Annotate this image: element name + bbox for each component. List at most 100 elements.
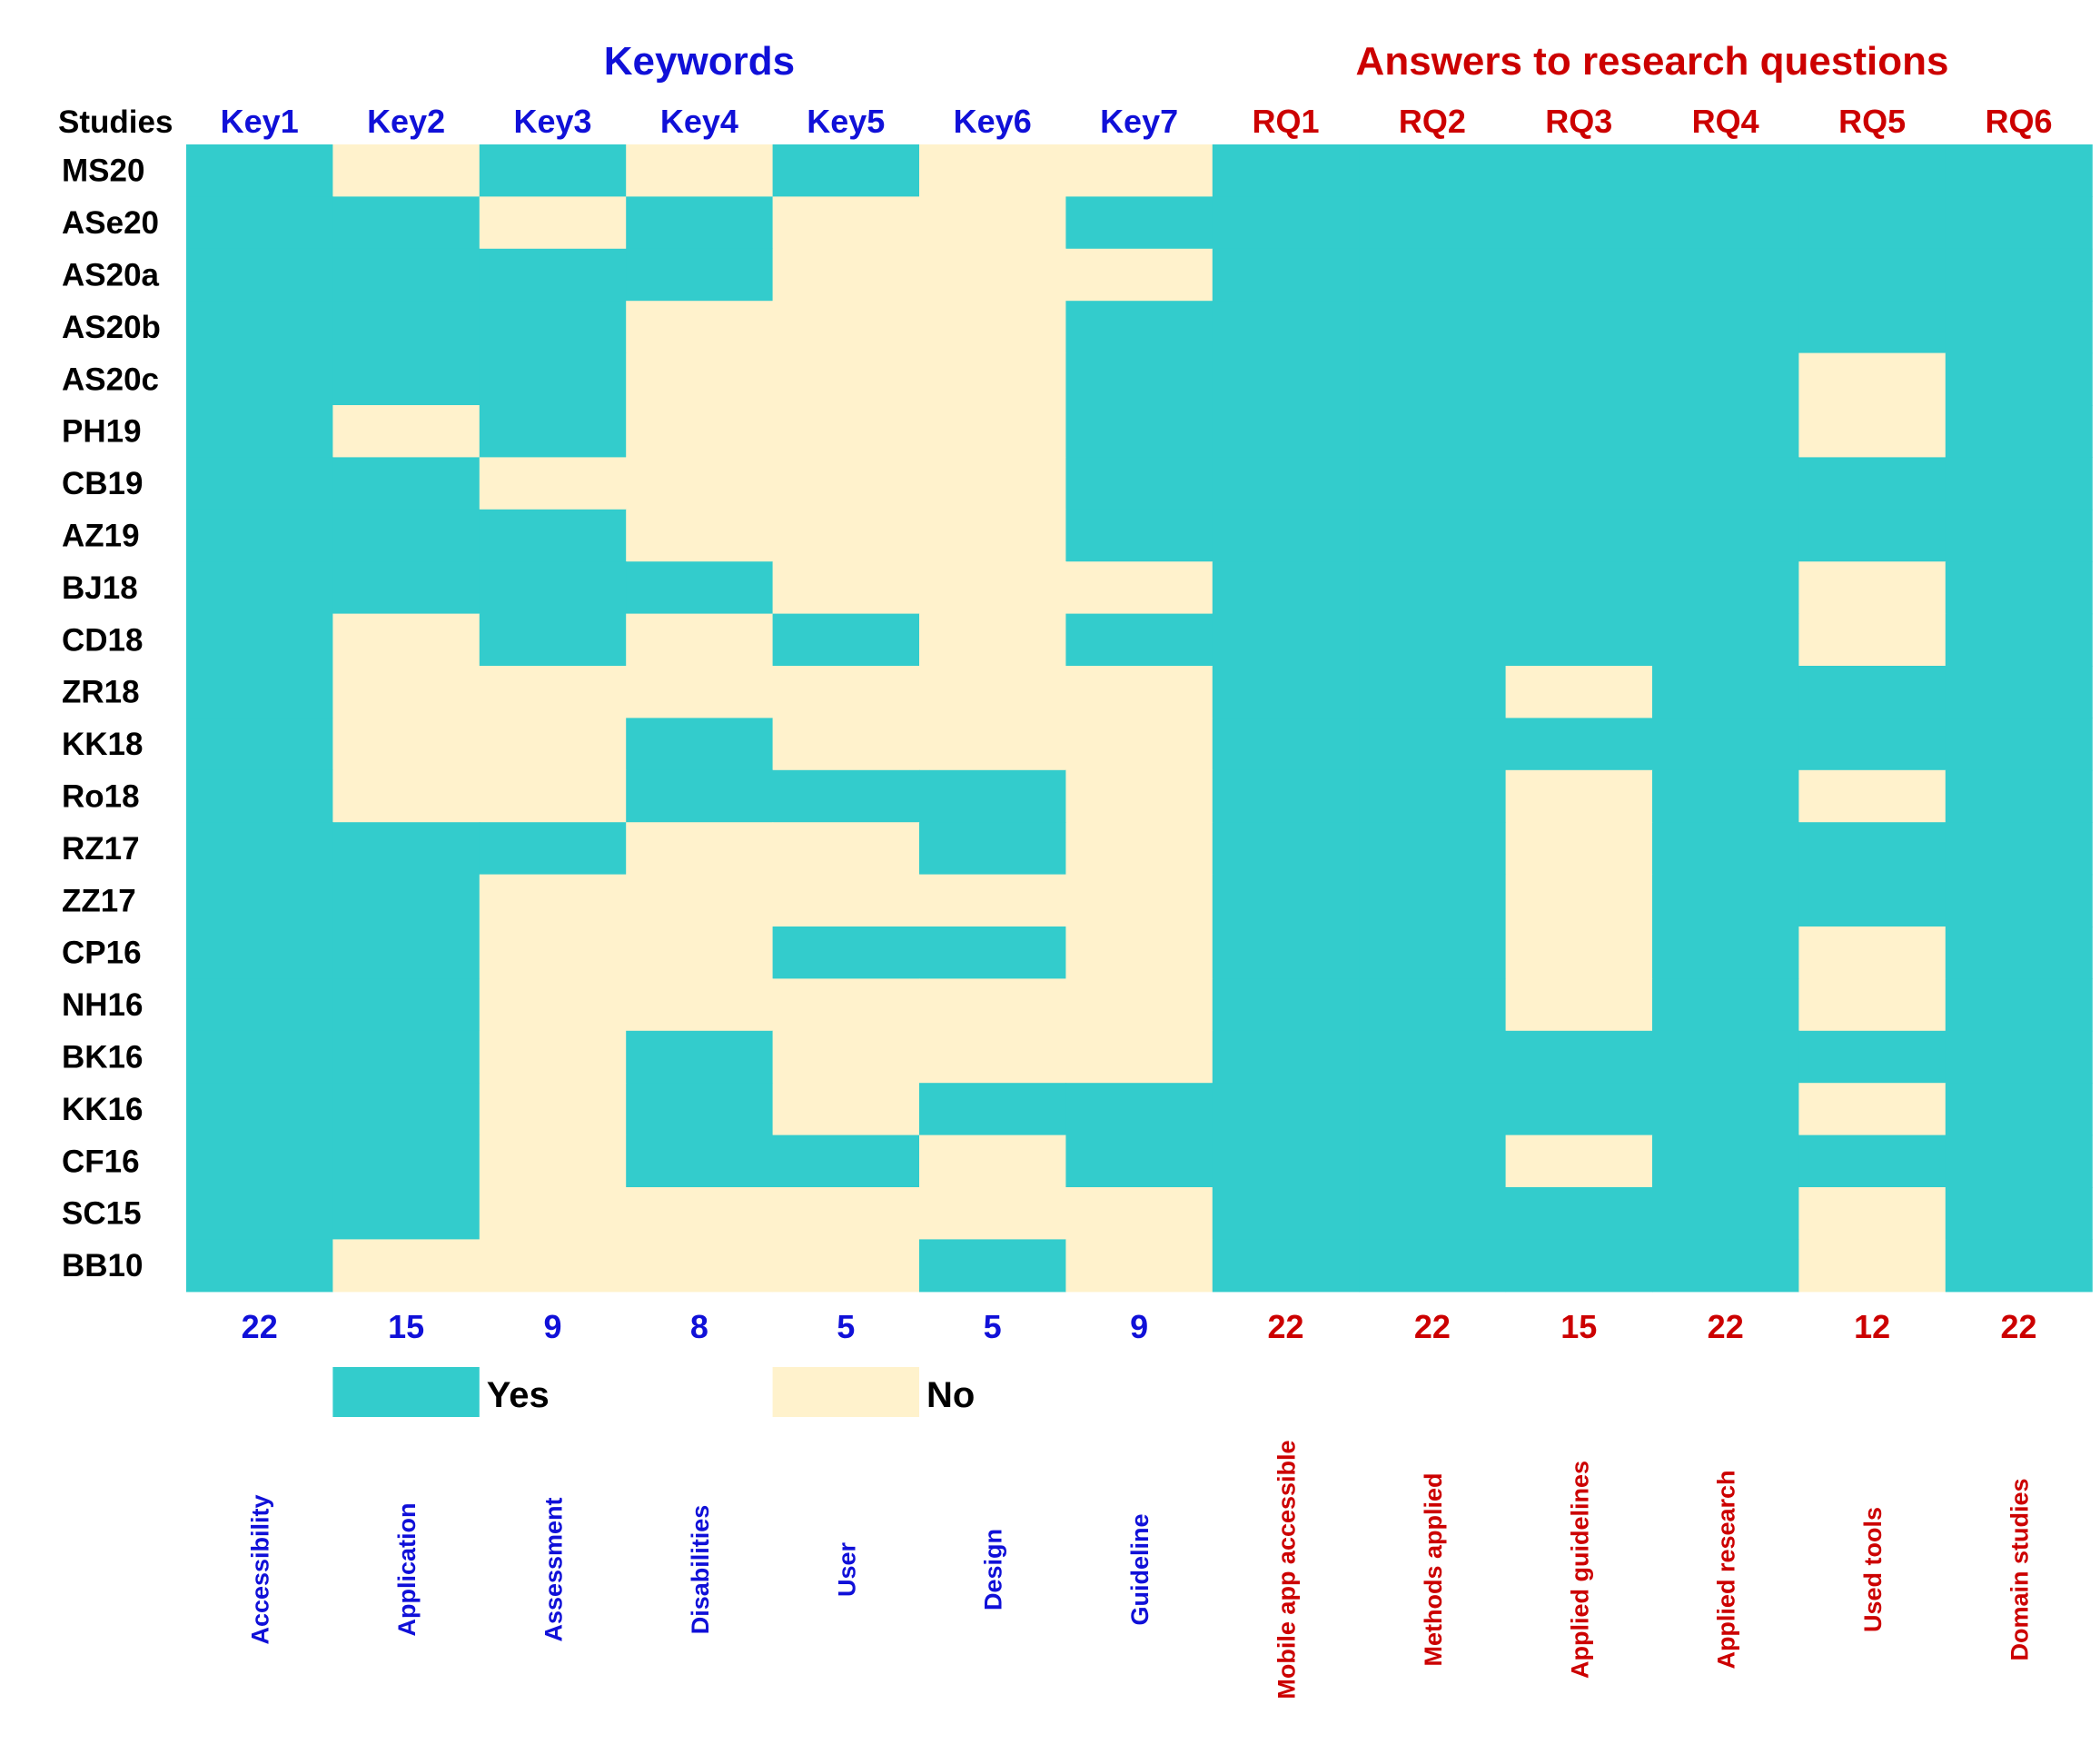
heatmap-cell: [186, 248, 333, 302]
row-label: SC15: [62, 1196, 142, 1232]
heatmap-cell: [1065, 1135, 1213, 1188]
row-label: CP16: [62, 936, 142, 971]
heatmap-cell: [1945, 926, 2093, 979]
heatmap-cell: [1945, 1187, 2093, 1240]
heatmap-cell: [1505, 1239, 1653, 1293]
heatmap-cell: [1505, 405, 1653, 458]
column-label: Key3: [513, 103, 591, 140]
column-description: Guideline: [1126, 1513, 1154, 1625]
heatmap-cell: [1359, 352, 1507, 406]
heatmap-cell: [332, 1083, 480, 1136]
heatmap-cell: [1798, 978, 1946, 1032]
heatmap-cell: [1945, 457, 2093, 510]
heatmap-cell: [186, 352, 333, 406]
row-label: NH16: [62, 987, 143, 1023]
heatmap-cell: [1359, 666, 1507, 718]
heatmap-cell: [332, 1239, 480, 1293]
heatmap-cell: [1945, 718, 2093, 771]
heatmap-cell: [186, 769, 333, 823]
heatmap-cell: [479, 1083, 627, 1136]
heatmap-cell: [1505, 301, 1653, 354]
heatmap-cell: [772, 666, 920, 718]
heatmap-cell: [1359, 613, 1507, 667]
heatmap-cell: [1505, 196, 1653, 250]
heatmap-cell: [626, 822, 774, 876]
heatmap-cell: [772, 1135, 920, 1188]
heatmap-cell: [479, 926, 627, 979]
heatmap-cell: [332, 457, 480, 510]
heatmap-cell: [772, 1083, 920, 1136]
heatmap-cell: [1212, 978, 1360, 1032]
heatmap-cell: [1652, 978, 1799, 1032]
heatmap-cell: [1652, 718, 1799, 771]
heatmap-cell: [332, 196, 480, 250]
heatmap-cell: [186, 144, 333, 197]
heatmap-cell: [772, 1187, 920, 1240]
heatmap-cell: [772, 301, 920, 354]
heatmap-cell: [1065, 561, 1213, 615]
heatmap-cell: [1945, 196, 2093, 250]
heatmap-cell: [1212, 1030, 1360, 1084]
heatmap-cell: [1505, 457, 1653, 510]
heatmap-cell: [479, 769, 627, 823]
column-label: RQ6: [1985, 103, 2052, 140]
heatmap-cell: [919, 352, 1066, 406]
heatmap-cell: [626, 769, 774, 823]
heatmap-cell: [919, 509, 1066, 562]
heatmap-cell: [1652, 926, 1799, 979]
heatmap-cell: [186, 301, 333, 354]
heatmap-cell: [332, 144, 480, 197]
heatmap-cell: [772, 248, 920, 302]
heatmap-cell: [332, 1135, 480, 1188]
heatmap-cell: [1359, 1135, 1507, 1188]
column-description: Methods applied: [1420, 1472, 1447, 1666]
heatmap-cell: [1652, 457, 1799, 510]
column-count: 8: [690, 1308, 708, 1345]
heatmap-cell: [1652, 1030, 1799, 1084]
heatmap-cell: [1652, 561, 1799, 615]
heatmap-cell: [772, 1030, 920, 1084]
heatmap-cell: [1212, 769, 1360, 823]
heatmap-cell: [1945, 769, 2093, 823]
heatmap-cell: [1505, 978, 1653, 1032]
heatmap-cell: [1359, 926, 1507, 979]
row-label: ZR18: [62, 675, 140, 710]
heatmap-cell: [332, 769, 480, 823]
heatmap-cell: [1505, 1187, 1653, 1240]
group-titles: Keywords Answers to research questions: [604, 39, 1949, 84]
heatmap-cell: [332, 718, 480, 771]
heatmap-cell: [332, 874, 480, 927]
heatmap-cell: [332, 1187, 480, 1240]
heatmap-cell: [626, 301, 774, 354]
heatmap-cell: [1945, 509, 2093, 562]
heatmap-cell: [1798, 509, 1946, 562]
heatmap-cell: [1945, 822, 2093, 876]
heatmap-cell: [186, 926, 333, 979]
heatmap-cell: [1798, 1083, 1946, 1136]
heatmap-cell: [186, 718, 333, 771]
column-description: Disabilities: [687, 1505, 714, 1635]
heatmap-cell: [186, 509, 333, 562]
heatmap-cell: [626, 613, 774, 667]
heatmap-cell: [1359, 769, 1507, 823]
column-label: Key6: [954, 103, 1032, 140]
heatmap-cell: [1359, 301, 1507, 354]
heatmap-cell: [626, 561, 774, 615]
heatmap-cell: [772, 613, 920, 667]
heatmap-cell: [1212, 1239, 1360, 1293]
column-description: Used tools: [1859, 1507, 1887, 1632]
heatmap-cell: [1945, 248, 2093, 302]
legend-label: Yes: [487, 1375, 550, 1415]
heatmap-cell: [1798, 874, 1946, 927]
heatmap-cell: [1505, 248, 1653, 302]
heatmap-cell: [626, 1239, 774, 1293]
heatmap-cell: [332, 613, 480, 667]
row-label: KK18: [62, 727, 143, 762]
heatmap-cell: [626, 1083, 774, 1136]
heatmap-cell: [772, 405, 920, 458]
heatmap-cell: [1359, 196, 1507, 250]
heatmap-cells: [186, 144, 2093, 1293]
heatmap-cell: [1945, 666, 2093, 718]
heatmap-cell: [1652, 248, 1799, 302]
